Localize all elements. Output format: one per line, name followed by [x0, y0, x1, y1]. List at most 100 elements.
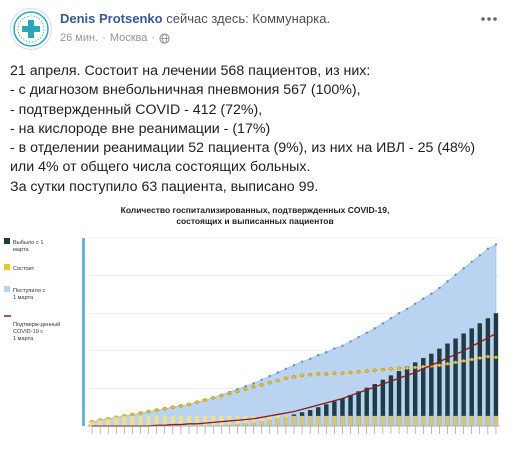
bar-discharged: [437, 348, 442, 426]
bar-current-point: [445, 362, 450, 366]
bar-discharged: [340, 398, 345, 426]
bar-discharged: [412, 362, 418, 426]
area-point: [438, 286, 441, 290]
bar-current-point: [332, 371, 337, 376]
bar-current-point: [259, 382, 264, 387]
area-point: [244, 385, 247, 388]
x-axis: [88, 425, 500, 434]
area-point: [276, 371, 280, 374]
more-icon[interactable]: [479, 10, 499, 26]
bar-current-point: [138, 411, 143, 415]
bar-discharged: [477, 323, 483, 426]
post-line: - на кислороде вне реанимации - (17%): [10, 120, 271, 137]
bar-current-base: [340, 415, 345, 426]
bar-current-base: [235, 415, 240, 426]
bar-current-point: [227, 391, 232, 396]
area-point: [397, 312, 401, 315]
meta-separator: ·: [102, 32, 106, 44]
bar-current-base: [114, 417, 119, 426]
post-time[interactable]: 26 мин.: [60, 32, 99, 44]
bar-current-point: [381, 367, 385, 372]
bar-current-point: [146, 409, 151, 414]
bar-current-base: [380, 415, 386, 426]
bar-current-base: [219, 415, 224, 426]
bar-current-point: [364, 369, 369, 373]
area-point: [308, 357, 312, 360]
bar-discharged: [348, 394, 353, 426]
bar-discharged: [469, 328, 474, 426]
bar-current-base: [105, 418, 111, 426]
bar-current-point: [251, 385, 256, 389]
bar-current-base: [493, 415, 499, 426]
bar-current-base: [89, 421, 95, 426]
chart-image[interactable]: Количество госпитализированных, подтверж…: [0, 196, 509, 456]
bar-current-base: [477, 415, 483, 426]
post-text: 21 апреля. Состоит на лечении 568 пациен…: [10, 62, 500, 197]
post-line: или 4% от общего числа состоящих больных…: [10, 159, 311, 176]
legend-swatch: [4, 286, 10, 292]
globe-icon[interactable]: [159, 32, 170, 44]
area-point: [284, 367, 288, 371]
author-status: сейчас здесь: Коммунарка.: [166, 11, 331, 26]
bar-current-base: [162, 415, 167, 426]
bar-current-base: [97, 420, 103, 426]
bar-current-point: [276, 378, 280, 383]
bar-current-base: [259, 415, 264, 426]
avatar[interactable]: [10, 8, 52, 50]
bar-current-base: [251, 415, 256, 426]
area-point: [365, 331, 368, 334]
bar-current-base: [461, 415, 466, 426]
bar-current-base: [372, 415, 378, 426]
area-point: [373, 327, 376, 330]
bar-current-base: [283, 415, 289, 426]
area-point: [333, 347, 336, 350]
bar-current-base: [154, 415, 159, 426]
bar-current-point: [437, 363, 442, 368]
area-point: [381, 322, 385, 325]
area-point: [252, 382, 255, 385]
area-point: [268, 374, 271, 378]
post-line: - в отделении реанимации 52 пациента (9%…: [10, 140, 476, 157]
bar-current-point: [154, 408, 159, 412]
bar-current-base: [453, 415, 458, 426]
area-point: [486, 247, 490, 251]
bar-current-point: [389, 367, 393, 371]
area-point: [470, 260, 473, 264]
bar-current-point: [195, 400, 199, 404]
bar-current-point: [413, 365, 417, 370]
bar-current-point: [292, 375, 296, 379]
line-path: [92, 332, 497, 427]
medical-cross-logo-icon: [13, 11, 49, 47]
bar-current-point: [267, 380, 272, 385]
bar-discharged: [429, 353, 434, 426]
bar-current-point: [179, 403, 183, 408]
post-location[interactable]: Москва: [109, 32, 148, 44]
bar-current-base: [437, 415, 442, 426]
area-point: [341, 344, 344, 347]
bar-current-point: [316, 372, 321, 376]
bar-current-base: [485, 415, 491, 426]
bar-current-base: [469, 415, 474, 426]
author-name[interactable]: Denis Protsenko: [60, 11, 163, 26]
bar-discharged: [485, 318, 491, 426]
bar-current-point: [340, 371, 345, 376]
bar-current-base: [332, 415, 337, 426]
bar-current-point: [324, 372, 329, 376]
bar-current-point: [308, 372, 312, 377]
bar-current-base: [243, 415, 248, 426]
bar-current-point: [356, 369, 361, 374]
bar-current-base: [364, 415, 369, 426]
legend-swatch: [4, 238, 10, 244]
bar-current-base: [348, 415, 353, 426]
bar-discharged: [453, 338, 458, 426]
bar-current-point: [187, 402, 191, 407]
area-point: [389, 317, 393, 320]
area-point: [300, 360, 304, 363]
bar-current-base: [170, 415, 176, 426]
legend-label: Состоит: [13, 266, 35, 272]
bar-current-base: [194, 415, 200, 426]
post-meta: 26 мин. · Москва ·: [60, 32, 170, 44]
bar-current-base: [291, 415, 297, 426]
